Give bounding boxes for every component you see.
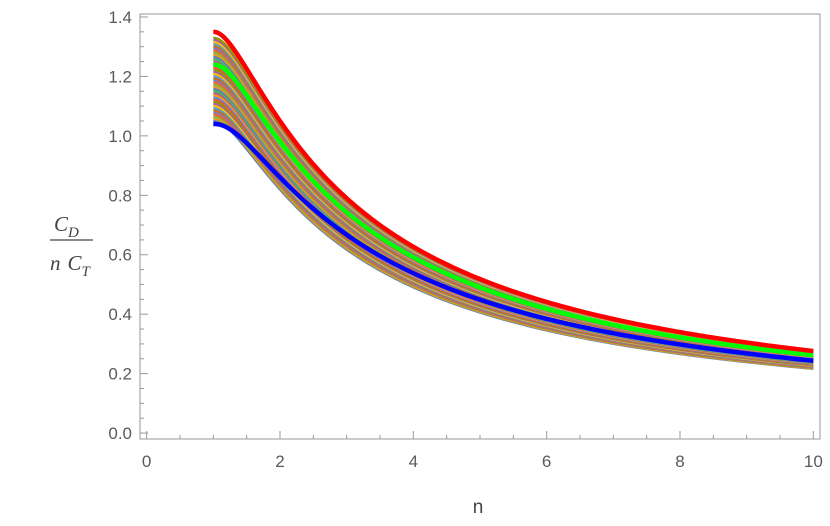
x-tick-label: 10	[804, 452, 823, 471]
y-tick-label: 0.2	[108, 365, 132, 384]
x-tick-label: 6	[542, 452, 551, 471]
y-label-numerator: CD	[54, 212, 79, 241]
x-tick-label: 0	[142, 452, 151, 471]
y-label-denominator: n CT	[50, 251, 92, 280]
red-series-line	[211, 29, 814, 354]
x-axis-label: n	[473, 497, 484, 518]
y-axis-label: CD n CT	[50, 212, 93, 280]
x-tick-label: 2	[275, 452, 284, 471]
y-tick-label: 0.4	[108, 305, 132, 324]
x-axis-ticks: 0 2 4 6 8 10	[142, 431, 823, 471]
blue-series-line	[211, 121, 814, 363]
y-tick-label: 0.8	[108, 186, 132, 205]
y-tick-label: 1.2	[108, 67, 132, 86]
x-tick-label: 8	[675, 452, 684, 471]
curve-group	[211, 29, 814, 370]
x-tick-label: 4	[409, 452, 418, 471]
y-tick-label: 1.0	[108, 127, 132, 146]
y-tick-label: 0.6	[108, 246, 132, 265]
y-axis-ticks: 0.0 0.2 0.4 0.6 0.8 1.0 1.2 1.4	[108, 8, 148, 443]
y-tick-label: 0.0	[108, 424, 132, 443]
y-tick-label: 1.4	[108, 8, 132, 27]
green-series-line	[211, 62, 814, 358]
